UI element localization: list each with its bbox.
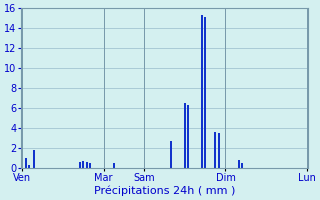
Bar [187,105,189,168]
Bar [25,158,27,168]
Bar [184,103,186,168]
Bar [86,162,88,168]
Bar [33,150,35,168]
Bar [201,15,203,168]
Bar [241,163,244,168]
Bar [218,133,220,168]
Bar [204,17,206,168]
Bar [238,160,240,168]
Bar [170,141,172,168]
Bar [113,163,115,168]
Bar [79,162,81,168]
Bar [89,163,91,168]
Bar [214,132,216,168]
Bar [28,165,30,168]
X-axis label: Précipitations 24h ( mm ): Précipitations 24h ( mm ) [94,185,235,196]
Bar [82,161,84,168]
